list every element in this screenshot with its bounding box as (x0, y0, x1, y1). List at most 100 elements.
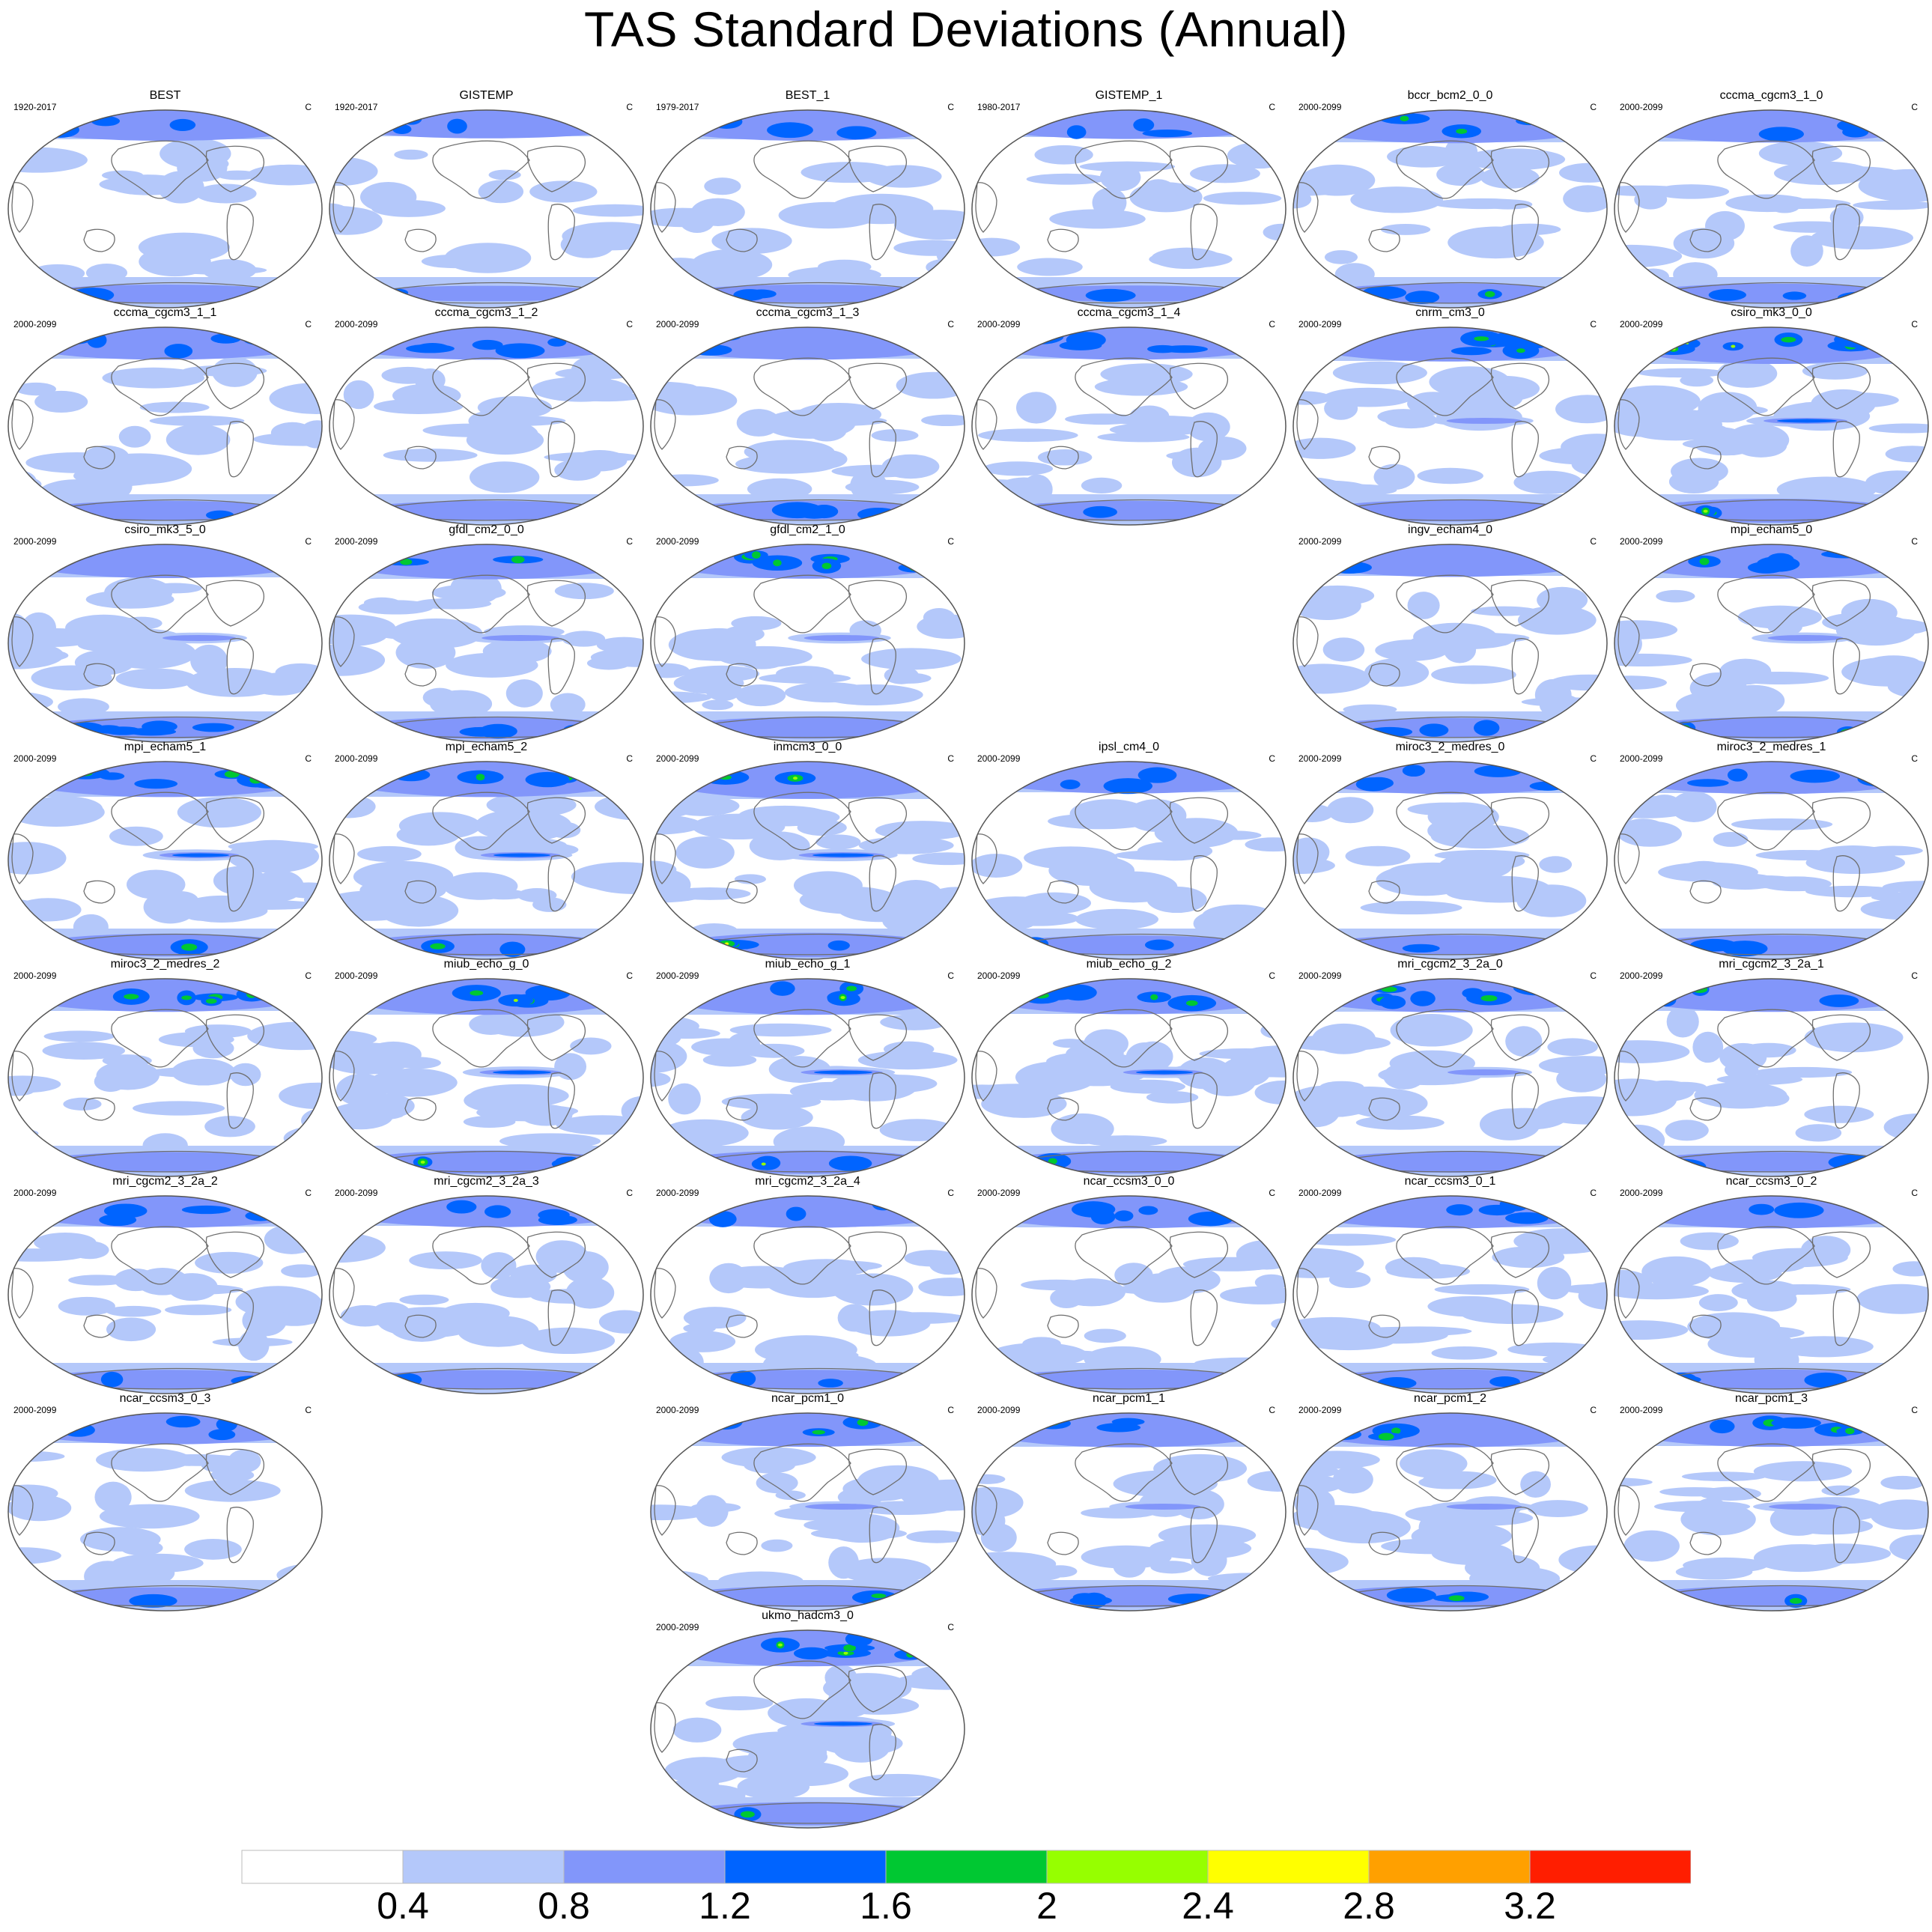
panel-units: C (1590, 1405, 1597, 1415)
colorbar-tick-label: 2.8 (1343, 1885, 1395, 1927)
panel-units: C (1590, 1188, 1597, 1198)
panel-title: miroc3_2_medres_1 (1716, 741, 1826, 753)
robinson-map (7, 1412, 323, 1611)
map-panel: cccma_cgcm3_1_3 2000-2099 C (648, 306, 967, 527)
panel-period: 2000-2099 (1620, 102, 1663, 112)
map-panel: ncar_ccsm3_0_3 2000-2099 C (6, 1393, 324, 1613)
panel-period: 2000-2099 (1298, 536, 1342, 547)
robinson-map (650, 978, 965, 1177)
panel-title: ncar_pcm1_1 (1093, 1392, 1165, 1405)
panel-period: 1920-2017 (13, 102, 57, 112)
panel-period: 1920-2017 (335, 102, 378, 112)
map-panel: ncar_pcm1_0 2000-2099 C (648, 1393, 967, 1613)
panel-period: 2000-2099 (13, 1188, 57, 1198)
colorbar-swatch (1207, 1850, 1370, 1884)
panel-title: mpi_echam5_0 (1730, 523, 1813, 536)
panel-units: C (626, 102, 633, 112)
panel-units: C (1911, 1188, 1918, 1198)
panel-period: 2000-2099 (1298, 1405, 1342, 1415)
panel-units: C (1269, 319, 1275, 329)
colorbar (241, 1850, 1691, 1884)
map-panel: miub_echo_g_1 2000-2099 C (648, 958, 967, 1179)
map-panel: cnrm_cm3_0 2000-2099 C (1291, 307, 1609, 527)
map-panel: cccma_cgcm3_1_1 2000-2099 C (6, 306, 324, 527)
panel-units: C (1911, 1405, 1918, 1415)
panel-title: csiro_mk3_5_0 (124, 523, 206, 536)
robinson-map (1292, 326, 1608, 526)
robinson-map (650, 1629, 965, 1829)
panel-units: C (1590, 536, 1597, 547)
panel-title: ncar_ccsm3_0_0 (1083, 1175, 1175, 1188)
map-panel: mpi_echam5_2 2000-2099 C (327, 741, 645, 962)
map-panel: mpi_echam5_0 2000-2099 C (1612, 523, 1931, 744)
panel-units: C (947, 536, 954, 547)
panel-units: C (305, 1188, 312, 1198)
panel-period: 2000-2099 (977, 319, 1021, 329)
panel-title: BEST (149, 89, 181, 102)
map-panel: inmcm3_0_0 2000-2099 C (648, 741, 967, 962)
robinson-map (7, 1195, 323, 1394)
panel-period: 2000-2099 (1620, 753, 1663, 764)
panel-period: 2000-2099 (13, 536, 57, 547)
panel-period: 2000-2099 (1620, 1405, 1663, 1415)
panel-units: C (626, 536, 633, 547)
colorbar-tick-label: 2.4 (1182, 1885, 1234, 1927)
panel-period: 2000-2099 (656, 1188, 699, 1198)
robinson-map (329, 761, 644, 960)
panel-period: 2000-2099 (1620, 319, 1663, 329)
panel-period: 2000-2099 (335, 753, 378, 764)
robinson-map (971, 1195, 1287, 1394)
panel-period: 2000-2099 (656, 536, 699, 547)
panel-title: miroc3_2_medres_2 (110, 958, 220, 970)
colorbar-labels: 0.4 0.8 1.2 1.6 2 2.4 2.8 3.2 (0, 1887, 1932, 1932)
panel-period: 2000-2099 (1298, 753, 1342, 764)
map-panel: miub_echo_g_0 2000-2099 C (327, 959, 645, 1179)
panel-period: 2000-2099 (656, 1405, 699, 1415)
map-panel: csiro_mk3_0_0 2000-2099 C (1612, 307, 1931, 527)
panel-period: 2000-2099 (656, 970, 699, 981)
panel-period: 2000-2099 (13, 1405, 57, 1415)
panel-title: ncar_pcm1_3 (1735, 1392, 1808, 1405)
colorbar-swatch (241, 1850, 404, 1884)
robinson-map (1614, 1412, 1929, 1611)
panel-period: 2000-2099 (1620, 1188, 1663, 1198)
colorbar-tick-label: 3.2 (1504, 1885, 1556, 1927)
robinson-map (650, 326, 965, 526)
panel-title: miub_echo_g_1 (765, 958, 851, 970)
colorbar-swatch (724, 1850, 887, 1884)
panel-title: miroc3_2_medres_0 (1395, 741, 1505, 753)
panel-period: 2000-2099 (1298, 102, 1342, 112)
panel-period: 2000-2099 (13, 319, 57, 329)
robinson-map (650, 544, 965, 743)
robinson-map (971, 761, 1287, 960)
robinson-map (7, 544, 323, 743)
map-panel: miroc3_2_medres_0 2000-2099 C (1291, 741, 1609, 962)
panel-title: cccma_cgcm3_1_1 (113, 306, 217, 319)
robinson-map (971, 109, 1287, 309)
panel-units: C (1911, 753, 1918, 764)
robinson-map (1292, 544, 1608, 743)
colorbar-tick-label: 1.2 (699, 1885, 751, 1927)
panel-title: mri_cgcm2_3_2a_0 (1397, 958, 1503, 970)
panel-title: ncar_ccsm3_0_2 (1725, 1175, 1817, 1188)
panel-units: C (1911, 536, 1918, 547)
panel-units: C (1590, 970, 1597, 981)
colorbar-tick-label: 0.4 (377, 1885, 429, 1927)
panel-period: 2000-2099 (656, 319, 699, 329)
panel-title: cccma_cgcm3_1_3 (756, 306, 860, 319)
colorbar-swatch (885, 1850, 1048, 1884)
panel-period: 2000-2099 (13, 970, 57, 981)
panel-period: 2000-2099 (977, 1405, 1021, 1415)
robinson-map (7, 978, 323, 1177)
panel-title: inmcm3_0_0 (773, 741, 842, 753)
map-panel: miub_echo_g_2 2000-2099 C (970, 959, 1288, 1179)
robinson-map (1614, 1195, 1929, 1394)
panel-period: 2000-2099 (13, 753, 57, 764)
robinson-map (650, 109, 965, 309)
robinson-map (1614, 109, 1929, 309)
robinson-map (329, 978, 644, 1177)
panel-title: ingv_echam4_0 (1408, 523, 1492, 536)
robinson-map (1614, 326, 1929, 526)
panel-units: C (947, 102, 954, 112)
robinson-map (971, 326, 1287, 526)
